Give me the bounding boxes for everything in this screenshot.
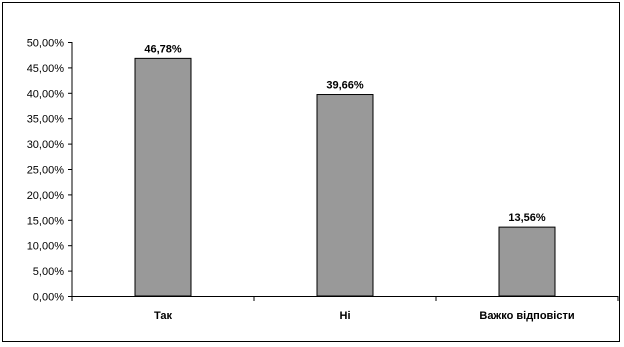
bar-2 [498, 226, 556, 297]
category-label-2: Важко відповісти [479, 310, 574, 322]
bars [134, 57, 556, 297]
y-tick-label: 40,00% [27, 88, 65, 100]
category-label-1: Ні [340, 310, 351, 322]
chart-frame: 0,00% 5,00% 10,00% 15,00% 20,00% 25,00% 30,00%… [2, 2, 620, 342]
y-tick-label: 10,00% [27, 241, 65, 253]
data-labels: 46,78% 39,66% 13,56% [144, 43, 546, 224]
data-label-2: 13,56% [508, 212, 546, 224]
x-axis: Так Ні Важко відповісти [71, 296, 619, 322]
y-axis: 0,00% 5,00% 10,00% 15,00% 20,00% 25,00% 30,00%… [27, 38, 73, 304]
y-tick-label: 0,00% [33, 292, 64, 304]
y-tick-label: 5,00% [33, 266, 64, 278]
bar-0 [134, 57, 192, 297]
y-tick-label: 25,00% [27, 165, 65, 177]
y-tick-label: 15,00% [27, 215, 65, 227]
y-tick-label: 45,00% [27, 63, 65, 75]
category-label-0: Так [154, 310, 173, 322]
data-label-1: 39,66% [326, 80, 364, 92]
data-label-0: 46,78% [144, 43, 182, 55]
bar-1 [316, 94, 374, 297]
bar-chart: 0,00% 5,00% 10,00% 15,00% 20,00% 25,00% 30,00%… [27, 38, 619, 322]
y-tick-label: 30,00% [27, 139, 65, 151]
y-tick-label: 35,00% [27, 114, 65, 126]
y-tick-label: 20,00% [27, 190, 65, 202]
y-tick-label: 50,00% [27, 38, 65, 50]
